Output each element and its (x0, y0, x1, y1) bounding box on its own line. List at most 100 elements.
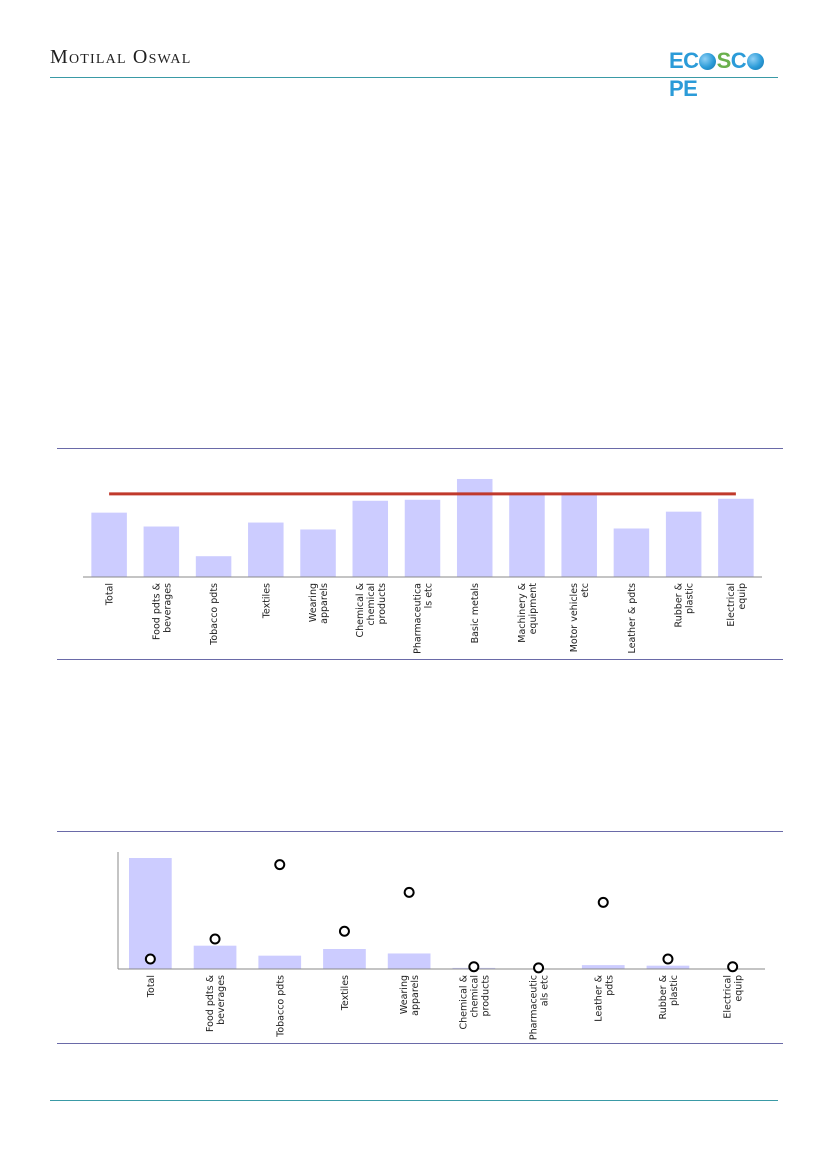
tick-label-line: Pharmaceutic (529, 975, 540, 1040)
tick-label-line: Machinery & (517, 582, 528, 642)
tick-label: Total (105, 583, 116, 606)
bar (404, 499, 441, 577)
tick-label: Wearingapparels (308, 583, 330, 624)
tick-label-line: products (480, 975, 491, 1017)
tick-label-line: Pharmaceutica (413, 583, 424, 654)
tick-label-line: plastic (669, 975, 680, 1006)
tick-label-line: Rubber & (674, 582, 685, 627)
tick-label-line: beverages (216, 975, 227, 1025)
logo-text-ec: EC (669, 48, 699, 73)
marker-point (209, 933, 221, 945)
brand-name: Motilal Oswal (50, 46, 192, 68)
tick-label-line: chemical (469, 975, 480, 1018)
tick-label-line: pdts (604, 975, 615, 996)
chart-2: Total Food pdts &beverages Tobacco pdts Tex… (117, 852, 765, 1040)
tick-label: Pharmaceuticals etc (529, 975, 551, 1040)
marker-point (727, 961, 739, 973)
tick-label: Pharmaceuticals etc (413, 583, 435, 654)
tick-label-line: Leather & pdts (627, 583, 638, 654)
tick-label-line: Food pdts & (205, 974, 216, 1032)
tick-label: Food pdts &beverages (151, 582, 173, 640)
header-divider (50, 77, 778, 78)
tick-label: Food pdts &beverages (205, 974, 227, 1032)
tick-label-line: equip (737, 583, 748, 610)
tick-label: Rubber &plastic (674, 582, 696, 627)
tick-label-line: Total (105, 583, 116, 606)
marker-point (662, 953, 674, 965)
bar (143, 526, 180, 577)
tick-label: Electricalequip (723, 975, 745, 1019)
bar (646, 965, 690, 969)
tick-label-line: Basic metals (470, 583, 481, 643)
marker-point (274, 859, 286, 871)
bar (128, 858, 172, 969)
marker-point (533, 962, 545, 974)
marker-point (597, 896, 609, 908)
tick-label-line: Food pdts & (151, 582, 162, 640)
footer-divider (50, 1100, 778, 1101)
bar (323, 949, 366, 969)
tick-label-line: etc (580, 583, 591, 598)
bar (91, 512, 127, 577)
tick-label-line: apparels (410, 975, 421, 1016)
tick-label-line: Motor vehicles (569, 583, 580, 652)
bar (665, 511, 702, 577)
tick-label: Total (146, 975, 157, 998)
bar (193, 945, 237, 969)
bar (613, 528, 650, 577)
tick-label-line: Electrical (723, 975, 734, 1019)
tick-label: Chemical &chemicalproducts (355, 582, 388, 637)
tick-label-line: Chemical & (458, 974, 469, 1029)
tick-label-line: equipment (528, 583, 539, 635)
tick-label-line: Wearing (308, 583, 319, 622)
chart1-bottom-rule (57, 659, 783, 660)
tick-label: Chemical &chemicalproducts (458, 974, 491, 1029)
tick-label-line: beverages (162, 583, 173, 633)
tick-label: Rubber &plastic (658, 974, 680, 1019)
bar (195, 556, 232, 577)
tick-label: Machinery &equipment (517, 582, 539, 642)
tick-label-line: Wearing (399, 975, 410, 1014)
bar (300, 529, 336, 577)
marker-point (403, 886, 415, 898)
logo-text-pe: PE (669, 76, 698, 101)
chart-1: Total Food pdts &beverages Tobacco pdts Tex… (83, 478, 762, 654)
tick-label-line: Total (146, 975, 157, 998)
tick-label-line: products (377, 583, 388, 625)
tick-label: Tobacco pdts (275, 975, 286, 1038)
tick-label: Wearingapparels (399, 975, 421, 1016)
tick-label-line: apparels (319, 583, 330, 624)
tick-label: Leather & pdts (627, 583, 638, 654)
bar (258, 955, 302, 969)
tick-label-line: ls etc (424, 583, 435, 608)
chart2-bottom-rule (57, 1043, 783, 1044)
chart2-top-rule (57, 831, 783, 832)
tick-label: Leather &pdts (593, 974, 615, 1021)
tick-label: Electricalequip (726, 583, 748, 627)
bar (509, 492, 545, 577)
marker-point (468, 961, 480, 973)
bar (387, 953, 431, 969)
tick-label-line: Textiles (340, 975, 351, 1011)
tick-label-line: Chemical & (355, 582, 366, 637)
tick-label-line: Textiles (261, 583, 272, 619)
chart1-top-rule (57, 448, 783, 449)
globe-icon (699, 53, 717, 70)
tick-label: Basic metals (470, 583, 481, 643)
logo-text-s: S (716, 48, 732, 73)
tick-label: Motor vehiclesetc (569, 583, 591, 652)
tick-label-line: Leather & (593, 974, 604, 1021)
marker-point (338, 925, 350, 937)
tick-label-line: Tobacco pdts (209, 583, 220, 646)
marker-point (144, 953, 156, 965)
logo-text-c: C (730, 48, 747, 73)
bar (718, 498, 754, 577)
tick-label-line: als etc (540, 975, 551, 1006)
bar (352, 500, 389, 577)
tick-label: Textiles (261, 583, 272, 619)
tick-label-line: Rubber & (658, 974, 669, 1019)
tick-label-line: Tobacco pdts (275, 975, 286, 1038)
globe-icon (746, 53, 764, 70)
tick-label: Textiles (340, 975, 351, 1011)
tick-label-line: Electrical (726, 583, 737, 627)
